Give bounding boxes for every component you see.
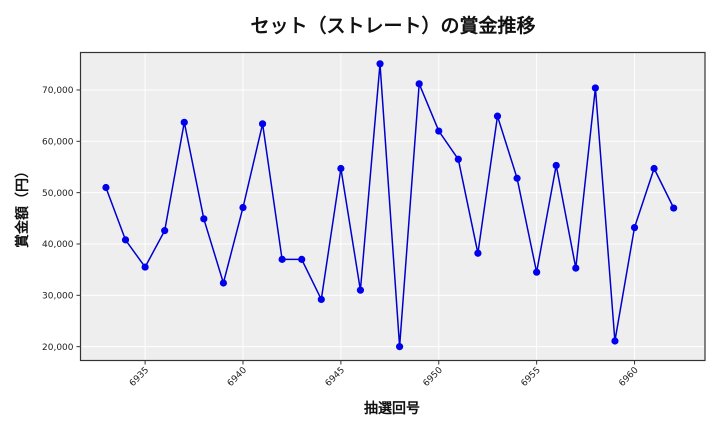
data-point [572, 264, 580, 272]
data-point [630, 223, 639, 232]
data-point [396, 343, 404, 351]
data-point [356, 286, 365, 294]
plot-frame [79, 51, 706, 362]
data-point [258, 120, 267, 128]
x-tick-label: 6950 [422, 365, 445, 388]
chart-title: セット（ストレート）の賞金推移 [250, 14, 535, 37]
data-point [200, 215, 208, 223]
x-tick-label: 6935 [128, 366, 151, 389]
data-point [337, 164, 345, 173]
grid-lines [80, 52, 705, 361]
data-point [493, 112, 502, 120]
data-point [670, 204, 678, 212]
data-point [317, 295, 325, 304]
y-tick-label: 70,000 [42, 86, 74, 96]
data-point [376, 60, 384, 68]
data-point [533, 268, 541, 276]
data-point [591, 84, 599, 92]
series-line [105, 63, 675, 347]
x-tick-label: 6955 [519, 366, 542, 389]
plot-area [80, 52, 705, 361]
y-tick-label: 50,000 [42, 189, 74, 199]
x-tick-label: 6960 [617, 365, 640, 388]
y-tick-label: 40,000 [42, 240, 74, 250]
y-tick-label: 60,000 [42, 138, 74, 148]
data-point [102, 183, 110, 192]
data-point [141, 263, 149, 271]
data-point [219, 279, 228, 287]
data-point [474, 249, 482, 257]
data-point [180, 118, 188, 126]
data-point [513, 174, 521, 182]
x-tick-label: 6940 [226, 365, 249, 388]
x-tick-label: 6945 [324, 366, 347, 389]
y-axis-label: 賞金額（円） [14, 164, 31, 248]
y-tick-label: 30,000 [42, 292, 74, 302]
data-point [278, 255, 286, 263]
data-point [298, 255, 306, 263]
data-point [161, 227, 169, 235]
y-tick-label: 20,000 [42, 343, 74, 353]
data-point [435, 127, 443, 135]
data-point [454, 155, 462, 163]
data-point [239, 203, 247, 212]
data-point [611, 337, 619, 345]
data-point [650, 164, 658, 173]
data-series [102, 60, 678, 351]
x-axis-label: 抽選回号 [364, 400, 420, 417]
data-point [415, 80, 423, 88]
data-point [121, 236, 130, 244]
x-axis-ticks: 6935 6940 6945 6950 6955 6960 [128, 360, 641, 389]
y-axis-ticks: 20,000 30,000 40,000 50,000 60,000 70,000 [42, 86, 81, 353]
data-point [552, 161, 560, 170]
